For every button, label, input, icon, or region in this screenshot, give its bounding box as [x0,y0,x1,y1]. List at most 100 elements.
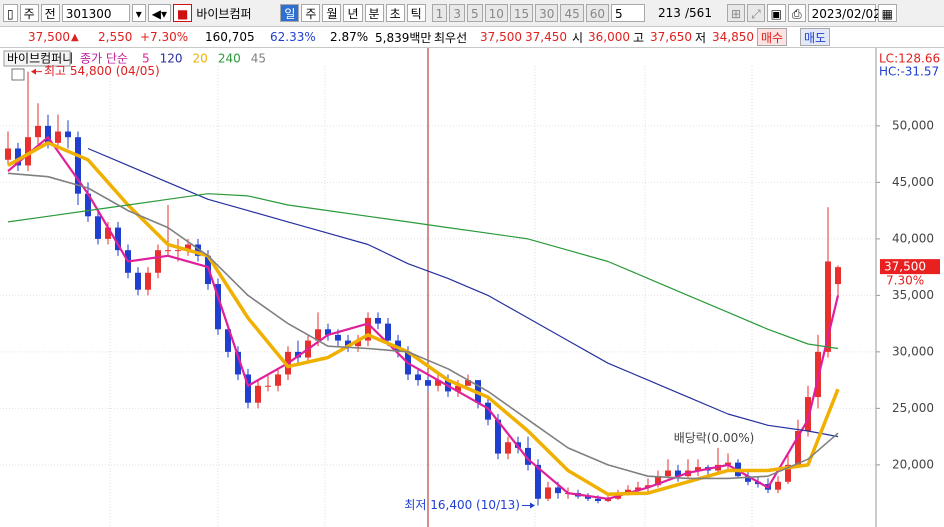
icon[interactable] [11,68,25,81]
quote-bar: 37,500 ▲ 2,550 +7.30% 160,705 62.33% 2.8… [0,27,944,48]
legend-entry: 240 [218,52,241,66]
legend-box [3,50,71,67]
minute-button[interactable]: 1 [431,4,448,22]
candle-body [355,340,361,347]
interval-button[interactable]: 년 [343,4,363,22]
interval-button[interactable]: 주 [301,4,321,22]
candle-body [625,489,631,494]
minute-button[interactable]: 30 [535,4,559,22]
calendar[interactable]: ▦ [877,4,897,22]
candle-body [785,464,791,482]
tool[interactable]: ⤢ [747,4,765,22]
candle-body [345,340,351,347]
y-tick-label: 40,000 [892,231,934,245]
tool[interactable]: ⊞ [727,4,746,22]
chart: 바이브컴퍼니 종가 단순 LC:128.66 HC:-31.57 20,000 2… [0,48,940,527]
ma-line [7,193,839,350]
y-tick-label: 25,000 [892,401,934,415]
label: 최우선 [434,30,468,45]
minutes: 1 3 5 10 15 30 45 60 [431,4,609,22]
code-input[interactable]: 301300 [61,4,130,22]
lc: LC:128.66 [879,52,940,66]
candle-body [165,250,171,252]
candle-body [535,464,541,499]
volume: 160,705 [205,30,255,44]
scope[interactable]: 전 [40,4,60,22]
interval-button[interactable]: 월 [322,4,342,22]
candle-body [185,244,191,251]
interval-button[interactable]: 일 [280,4,300,22]
sell-button[interactable]: 매도 [800,28,831,46]
candle-body [665,470,671,477]
interval-button[interactable]: 틱 [406,4,426,22]
dropdown[interactable]: ▾ [131,4,146,22]
minute-button[interactable]: 15 [509,4,534,22]
interval-button[interactable]: 초 [385,4,405,22]
candle-body [315,329,321,341]
candle-body [435,380,441,386]
candle-body [525,447,531,465]
stock-name: 바이브컴퍼 [196,6,252,21]
minute-button[interactable]: 45 [560,4,584,22]
candle-body [235,351,241,375]
candle-body [385,323,391,341]
icon[interactable]: ▯ [3,4,18,22]
candle-body [365,317,371,341]
candle-body [215,284,221,330]
sound[interactable]: ◀▾ [147,4,171,22]
candle-body [45,125,51,143]
candle-body [695,467,701,471]
date-input[interactable]: 2023/02/02 [807,4,881,22]
ma-line [7,172,839,480]
y-tick-label: 45,000 [892,175,934,189]
legend-ma-label: 종가 단순 [80,52,128,66]
arrow-head [31,68,36,75]
candle-body [505,442,511,454]
arrow: ▲ [71,31,79,43]
candle-body [5,148,11,160]
price: 37,500 [28,30,70,44]
candle-body [335,334,341,341]
arrow-head [530,502,535,509]
candle-body [775,481,781,490]
candle-body [675,470,681,477]
candle-body [75,137,81,194]
save[interactable]: ▣ [766,4,787,22]
change: 2,550 [98,30,133,44]
period-kind[interactable]: 주 [19,4,39,22]
candle-body [35,125,41,138]
candle-body [275,374,281,386]
dividend-note: 배당락(0.00%) [674,431,755,445]
candle-body [545,487,551,499]
v-grid [109,66,753,527]
ma-line [7,136,840,500]
candle-body [655,476,661,486]
buy-button[interactable]: 매수 [757,28,788,46]
count-input[interactable]: 5 [611,4,645,22]
last-price-box [880,259,940,275]
label: 저 [695,30,707,45]
amount: 5,839백만 [375,30,432,45]
legend-entry: 45 [251,52,266,66]
minute-button[interactable]: 5 [466,4,483,22]
candle-body [85,193,91,217]
change-pct: +7.30% [140,30,189,44]
shown: 213 [658,6,681,20]
ratio: 62.33% [270,30,316,44]
minute-button[interactable]: 3 [449,4,465,22]
candle-body [155,250,161,273]
low-note: 최저 16,400 (10/13) [404,498,520,512]
legend-title: 바이브컴퍼니 [7,52,73,66]
ask: 37,500 [480,30,522,44]
candle-body [105,227,111,239]
minute-button[interactable]: 10 [484,4,508,22]
interval-button[interactable]: 분 [364,4,384,22]
candle-body [455,385,461,392]
candle-body [145,272,151,290]
candle-body [65,131,71,138]
candle-body [295,351,301,358]
minute-button[interactable]: 60 [585,4,609,22]
total: /561 [685,6,712,20]
print[interactable]: ⎙ [788,4,806,22]
legend-entry: 20 [193,52,208,66]
